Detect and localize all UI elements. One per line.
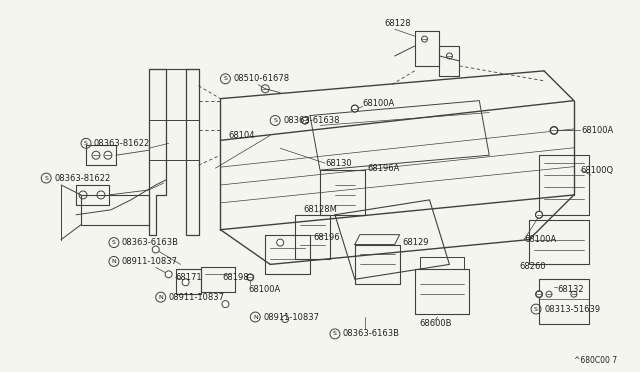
Text: ^680C00 7: ^680C00 7 xyxy=(573,356,617,365)
Circle shape xyxy=(247,274,254,281)
Text: 68196: 68196 xyxy=(313,233,340,242)
Circle shape xyxy=(282,315,289,323)
Text: 08363-6163B: 08363-6163B xyxy=(343,329,400,339)
Text: 68132: 68132 xyxy=(557,285,584,294)
Text: 68129: 68129 xyxy=(403,238,429,247)
Circle shape xyxy=(301,117,308,124)
Text: S: S xyxy=(273,118,277,123)
Circle shape xyxy=(165,271,172,278)
Text: 68128: 68128 xyxy=(385,19,412,28)
Text: 68100A: 68100A xyxy=(524,235,556,244)
Text: 08363-6163B: 08363-6163B xyxy=(122,238,179,247)
Text: S: S xyxy=(333,331,337,336)
Text: 68130: 68130 xyxy=(325,159,351,168)
Text: S: S xyxy=(84,141,88,146)
Text: S: S xyxy=(112,240,116,245)
Text: 68600B: 68600B xyxy=(420,320,452,328)
Text: S: S xyxy=(223,76,227,81)
Text: 08313-51639: 08313-51639 xyxy=(544,305,600,314)
Circle shape xyxy=(182,279,189,286)
Text: 08911-10837: 08911-10837 xyxy=(122,257,178,266)
Text: N: N xyxy=(111,259,116,264)
Text: N: N xyxy=(158,295,163,300)
Text: 68104: 68104 xyxy=(228,131,255,140)
Text: 08911-10837: 08911-10837 xyxy=(263,312,319,321)
Text: 68198: 68198 xyxy=(223,273,249,282)
Text: 08363-61638: 08363-61638 xyxy=(283,116,340,125)
Text: 68100Q: 68100Q xyxy=(581,166,614,174)
Circle shape xyxy=(152,246,159,253)
Circle shape xyxy=(550,127,557,134)
Text: N: N xyxy=(253,314,258,320)
Text: 08911-10837: 08911-10837 xyxy=(169,293,225,302)
Text: 68171: 68171 xyxy=(175,273,202,282)
Text: 08363-81622: 08363-81622 xyxy=(94,139,150,148)
Text: S: S xyxy=(534,307,538,312)
Text: 68100A: 68100A xyxy=(363,99,395,108)
Circle shape xyxy=(276,239,284,246)
Circle shape xyxy=(536,211,543,218)
Circle shape xyxy=(222,301,229,308)
Text: 68128M: 68128M xyxy=(303,205,337,214)
Text: 68260: 68260 xyxy=(519,262,546,271)
Circle shape xyxy=(536,291,543,298)
Circle shape xyxy=(351,105,358,112)
Text: 08363-81622: 08363-81622 xyxy=(54,174,111,183)
Text: S: S xyxy=(44,176,48,180)
Text: 68100A: 68100A xyxy=(582,126,614,135)
Text: 68100A: 68100A xyxy=(248,285,280,294)
Text: 08510-61678: 08510-61678 xyxy=(234,74,289,83)
Text: 68196A: 68196A xyxy=(368,164,400,173)
